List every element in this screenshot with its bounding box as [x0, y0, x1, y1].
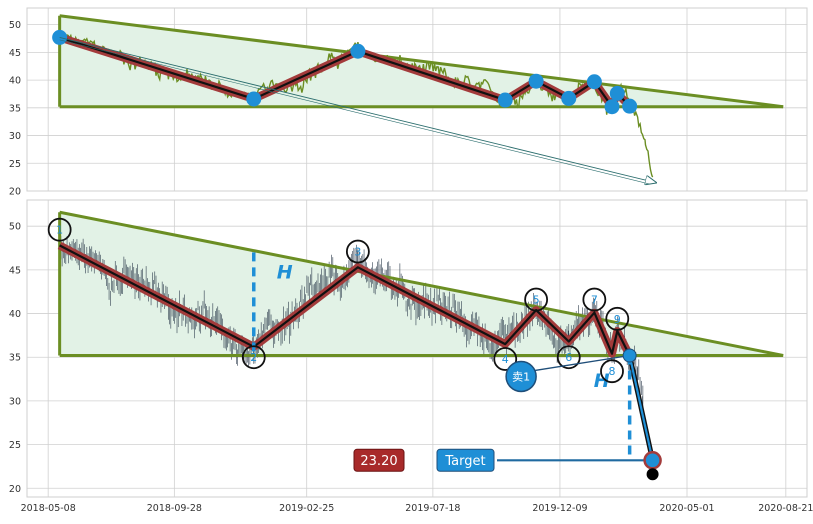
pivot-label-circle	[524, 287, 549, 312]
y-tick-label: 45	[9, 265, 21, 276]
pivot-label-text: 5	[533, 294, 540, 307]
y-tick-label: 20	[9, 187, 21, 198]
pivot-label-text: 4	[502, 353, 509, 366]
breakout-dot	[622, 348, 637, 363]
pattern-upper-line	[59, 14, 784, 109]
y-tick-label: 35	[9, 103, 21, 114]
target-value-label: 23.20	[360, 454, 397, 469]
pivot-dot	[609, 85, 625, 101]
height-marker-label: H	[594, 370, 610, 392]
pivot-dot	[246, 91, 262, 107]
final-point-dot	[646, 468, 659, 481]
sell-signal-label: 卖1	[512, 370, 530, 383]
pivot-label-circle	[600, 359, 624, 384]
y-tick-label: 30	[9, 131, 21, 142]
projection-arrow-shaft	[59, 39, 651, 185]
y-tick-label: 50	[9, 20, 21, 31]
pivot-label-circle	[47, 217, 72, 242]
x-tick-label: 2019-12-09	[532, 503, 587, 514]
pivot-label-text: 1	[56, 224, 63, 237]
target-dot	[643, 451, 662, 470]
pivot-label-text: 8	[609, 365, 616, 378]
y-tick-label: 25	[9, 440, 21, 451]
target-label: Target	[444, 454, 485, 469]
x-tick-label: 2018-09-28	[147, 503, 202, 514]
y-tick-label: 20	[9, 484, 21, 495]
sell-signal-marker	[505, 360, 537, 393]
x-tick-label: 2020-05-01	[659, 503, 714, 514]
y-tick-label: 30	[9, 396, 21, 407]
pivot-label-text: 6	[565, 351, 572, 364]
pivot-dot	[622, 98, 638, 114]
pivot-dot	[528, 73, 544, 89]
y-tick-label: 40	[9, 76, 21, 87]
pivot-label-text: 2	[250, 351, 257, 364]
pivot-dot	[350, 43, 366, 59]
pivot-dot	[561, 90, 577, 106]
pivot-label-text: 7	[591, 294, 598, 307]
pivot-dot	[586, 74, 602, 90]
pivot-label-circle	[556, 345, 581, 370]
y-tick-label: 45	[9, 48, 21, 59]
zigzag-inner	[59, 244, 631, 356]
pivot-dot	[604, 99, 620, 115]
y-tick-label: 25	[9, 159, 21, 170]
pivot-label-circle	[605, 306, 630, 331]
x-tick-label: 2020-08-21	[758, 503, 813, 514]
y-tick-label: 40	[9, 309, 21, 320]
pivot-dot	[497, 92, 513, 108]
sell-signal-line	[535, 354, 630, 372]
target-value-box	[353, 448, 405, 472]
panel-top: 20 25 30 35 40 45 50	[9, 7, 808, 198]
pivot-label-circle	[582, 287, 607, 312]
breakdown-line	[628, 355, 654, 461]
height-marker-label: H	[277, 262, 293, 284]
y-tick-label: 35	[9, 353, 21, 364]
x-tick-label: 2019-07-18	[405, 503, 460, 514]
pivot-label-circle	[493, 347, 518, 371]
x-tick-label: 2019-02-25	[279, 503, 334, 514]
pivot-label-text: 3	[354, 246, 361, 259]
y-tick-label: 50	[9, 222, 21, 233]
pivot-label-circle	[241, 345, 266, 370]
pattern-upper-line	[59, 210, 784, 357]
projection-arrow	[59, 36, 656, 182]
pivot-label-circle	[345, 239, 370, 264]
x-tick-label: 2018-05-08	[21, 503, 76, 514]
pivot-label-text: 9	[614, 313, 621, 326]
target-box	[436, 448, 495, 472]
